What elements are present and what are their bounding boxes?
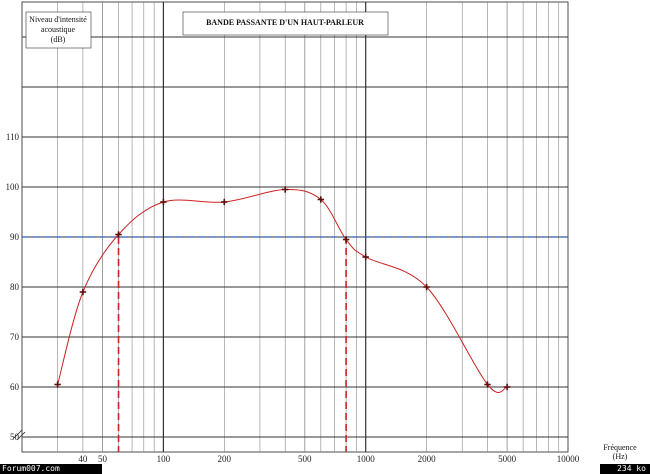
x-tick-label: 10000: [557, 454, 580, 464]
x-tick-label: 5000: [498, 454, 517, 464]
tick-labels: 40 50 100 200 500 1000 2000 5000 100005060708090…: [6, 132, 580, 464]
ylabel-line-1: Niveau d'intensité: [29, 15, 87, 24]
x-tick-label: 50: [98, 454, 108, 464]
reference-lines: [22, 236, 568, 452]
plot-frame: [21, 1, 569, 453]
ylabel-box: [25, 11, 92, 49]
data-point: [115, 231, 122, 238]
ylabel-line-3: (dB): [51, 35, 66, 44]
data-point: [54, 381, 61, 388]
xlabel-line-2: (Hz): [613, 452, 628, 461]
x-tick-label: 2000: [418, 454, 437, 464]
y-tick-label: 90: [10, 232, 20, 242]
title-box: [182, 11, 389, 36]
series-line: [57, 188, 508, 393]
footer-right-label: 234 ko: [600, 464, 650, 474]
chart-title: BANDE PASSANTE D'UN HAUT-PARLEUR: [206, 18, 364, 27]
data-point: [342, 236, 350, 243]
y-tick-label: 70: [10, 332, 20, 342]
x-tick-label: 500: [298, 454, 312, 464]
y-tick-label: 110: [6, 132, 20, 142]
data-point: [503, 383, 511, 391]
data-point: [281, 186, 289, 193]
x-tick-label: 1000: [357, 454, 376, 464]
y-tick-label: 60: [10, 382, 20, 392]
y-tick-label: 100: [6, 182, 20, 192]
y-tick-label: 80: [10, 282, 20, 292]
data-point: [160, 198, 167, 206]
x-tick-label: 40: [78, 454, 88, 464]
data-point: [423, 283, 430, 291]
data-point: [79, 288, 87, 296]
data-point: [484, 381, 491, 388]
data-point: [221, 198, 228, 206]
x-tick-label: 200: [218, 454, 232, 464]
axis-break-icon: [13, 429, 26, 441]
footer-left-label: Forum007.com: [0, 464, 102, 474]
data-point: [362, 253, 369, 261]
xlabel-line-1: Fréquence: [603, 443, 637, 452]
ylabel-line-2: acoustique: [41, 25, 76, 34]
series-group: [54, 186, 511, 393]
data-point: [317, 196, 325, 203]
x-tick-label: 100: [157, 454, 171, 464]
